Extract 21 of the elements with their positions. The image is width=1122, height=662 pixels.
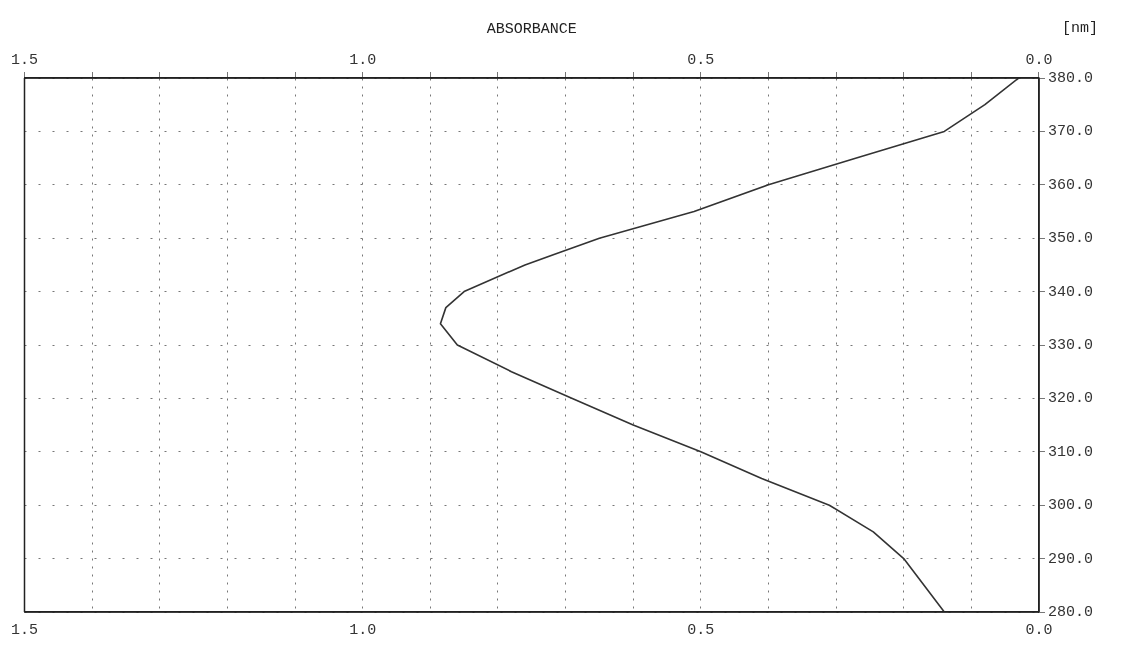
y-tick-label: 280.0 [1047, 603, 1094, 621]
x2-tick-label: 1.0 [349, 621, 377, 639]
y-tick-label: 320.0 [1047, 390, 1094, 408]
x-tick-label: 1.0 [349, 51, 377, 69]
y-tick-label: 290.0 [1047, 550, 1094, 568]
x2-tick-label: 0.5 [687, 621, 715, 639]
y-tick-label: 340.0 [1047, 283, 1094, 301]
y-tick-label: 310.0 [1047, 443, 1094, 461]
y-axis-title: [nm] [1061, 20, 1098, 38]
x2-tick-label: 0.0 [1025, 621, 1053, 639]
x2-axis-title: ABSORBANCE [486, 20, 577, 38]
y-tick-label: 380.0 [1047, 69, 1094, 87]
y-tick-label: 330.0 [1047, 336, 1094, 354]
y-tick-label: 350.0 [1047, 230, 1094, 248]
y-tick-label: 300.0 [1047, 497, 1094, 515]
y-tick-label: 370.0 [1047, 123, 1094, 141]
x2-tick-label: 1.5 [10, 621, 39, 639]
y-tick-label: 360.0 [1047, 176, 1094, 194]
x-tick-label: 0.5 [687, 51, 715, 69]
x-tick-label: 0.0 [1025, 51, 1053, 69]
x-tick-label: 1.5 [10, 51, 39, 69]
